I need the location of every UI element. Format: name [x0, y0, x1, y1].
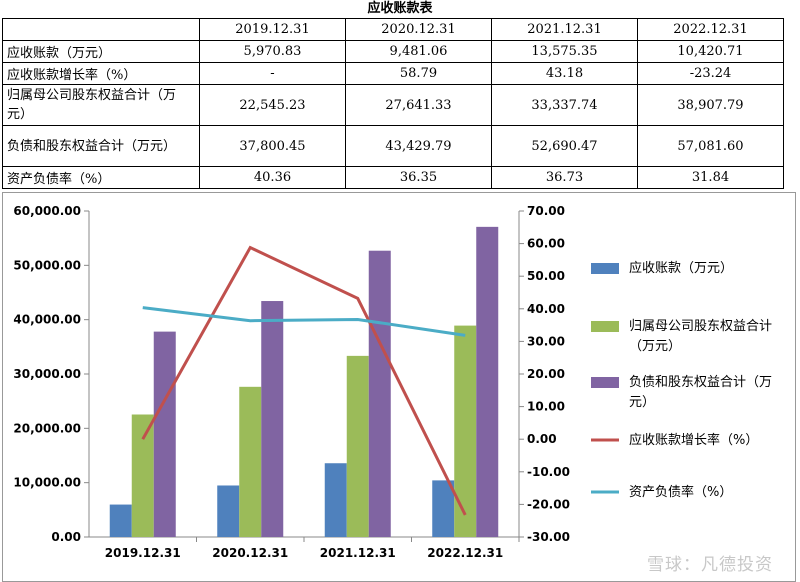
- x-tick-label: 2021.12.31: [320, 546, 396, 560]
- table-cell: 43,429.79: [345, 125, 492, 167]
- table-cell: 38,907.79: [637, 84, 784, 126]
- table-cell: 9,481.06: [345, 40, 492, 63]
- right-tick-label: 10.00: [527, 400, 565, 414]
- row-label: 资产负债率（%）: [2, 166, 200, 189]
- table-cell: 52,690.47: [491, 125, 638, 167]
- legend-swatch: [591, 321, 619, 332]
- table-cell: 36.35: [345, 166, 492, 189]
- chart-svg: 0.00 10,000.00 20,000.00 30,000.00 40,000.00…: [13, 204, 772, 560]
- bar: [324, 463, 347, 537]
- right-tick-label: 70.00: [527, 204, 565, 218]
- legend-label: 负债和股东权益合计（万元）: [629, 374, 772, 410]
- legend-label: 应收账款（万元）: [629, 260, 733, 276]
- table-cell: 31.84: [637, 166, 784, 189]
- right-tick-label: -30.00: [527, 530, 570, 544]
- receivables-table-section: 应收账款表 2019.12.31 2020.12.31 2021.12.31 2…: [0, 0, 800, 189]
- header-cell: 2020.12.31: [345, 18, 492, 41]
- left-tick-label: 10,000.00: [13, 476, 81, 490]
- table-cell: 40.36: [199, 166, 346, 189]
- right-tick-label: 30.00: [527, 334, 565, 348]
- bar: [217, 485, 240, 537]
- table-cell: -23.24: [637, 62, 784, 85]
- right-tick-label: 20.00: [527, 367, 565, 381]
- right-tick-label: -10.00: [527, 465, 570, 479]
- legend-label: 归属母公司股东权益合计（万元）: [629, 318, 772, 354]
- legend-label: 资产负债率（%）: [629, 484, 732, 500]
- header-cell: 2019.12.31: [199, 18, 346, 41]
- left-tick-label: 30,000.00: [13, 367, 81, 381]
- table-cell: 57,081.60: [637, 125, 784, 167]
- bar: [368, 250, 391, 537]
- right-tick-label: 60.00: [527, 237, 565, 251]
- left-tick-label: 50,000.00: [13, 258, 81, 272]
- bar: [261, 301, 284, 537]
- x-tick-label: 2019.12.31: [105, 546, 181, 560]
- legend-label: 应收账款增长率（%）: [629, 432, 758, 448]
- left-tick-label: 0.00: [51, 530, 81, 544]
- x-tick-label: 2022.12.31: [427, 546, 503, 560]
- series-line: [142, 306, 466, 337]
- left-tick-label: 60,000.00: [13, 204, 81, 218]
- receivables-table: 2019.12.31 2020.12.31 2021.12.31 2022.12…: [2, 18, 784, 189]
- table-cell: 5,970.83: [199, 40, 346, 63]
- row-label: 应收账款（万元）: [2, 40, 200, 63]
- table-cell: -: [199, 62, 346, 85]
- table-cell: 43.18: [491, 62, 638, 85]
- table-cell: 37,800.45: [199, 125, 346, 167]
- row-label: 应收账款增长率（%）: [2, 62, 200, 85]
- x-tick-label: 2020.12.31: [212, 546, 288, 560]
- bar: [476, 226, 499, 538]
- bar: [109, 504, 132, 537]
- table-row: 应收账款增长率（%） - 58.79 43.18 -23.24: [2, 62, 784, 85]
- bar: [239, 386, 262, 537]
- watermark: 雪球：凡德投资: [647, 555, 773, 575]
- row-label: 归属母公司股东权益合计（万元）: [2, 84, 200, 126]
- table-row: 资产负债率（%） 40.36 36.35 36.73 31.84: [2, 166, 784, 189]
- table-cell: 22,545.23: [199, 84, 346, 126]
- bar: [454, 325, 477, 537]
- legend-swatch: [591, 263, 619, 274]
- table-cell: 27,641.33: [345, 84, 492, 126]
- table-header-row: 2019.12.31 2020.12.31 2021.12.31 2022.12…: [2, 18, 784, 41]
- header-cell: 2021.12.31: [491, 18, 638, 41]
- right-tick-label: 40.00: [527, 302, 565, 316]
- table-row: 应收账款（万元） 5,970.83 9,481.06 13,575.35 10,…: [2, 40, 784, 63]
- bar: [432, 480, 455, 537]
- table-row: 归属母公司股东权益合计（万元） 22,545.23 27,641.33 33,3…: [2, 84, 784, 126]
- bar: [153, 331, 176, 537]
- table-cell: 36.73: [491, 166, 638, 189]
- right-tick-label: 0.00: [527, 432, 557, 446]
- table-cell: 13,575.35: [491, 40, 638, 63]
- left-tick-label: 40,000.00: [13, 313, 81, 327]
- table-title: 应收账款表: [367, 1, 433, 16]
- bar: [131, 414, 154, 537]
- row-label: 负债和股东权益合计（万元）: [2, 125, 200, 167]
- left-tick-label: 20,000.00: [13, 421, 81, 435]
- series-line: [141, 245, 467, 516]
- right-tick-label: 50.00: [527, 269, 565, 283]
- right-tick-label: -20.00: [527, 497, 570, 511]
- table-cell: 58.79: [345, 62, 492, 85]
- header-cell: [2, 18, 200, 41]
- header-cell: 2022.12.31: [637, 18, 784, 41]
- table-cell: 10,420.71: [637, 40, 784, 63]
- table-row: 负债和股东权益合计（万元） 37,800.45 43,429.79 52,690…: [2, 125, 784, 167]
- legend-swatch: [591, 377, 619, 388]
- table-cell: 33,337.74: [491, 84, 638, 126]
- bar: [346, 355, 369, 537]
- combo-chart: 0.00 10,000.00 20,000.00 30,000.00 40,000.00…: [2, 192, 796, 582]
